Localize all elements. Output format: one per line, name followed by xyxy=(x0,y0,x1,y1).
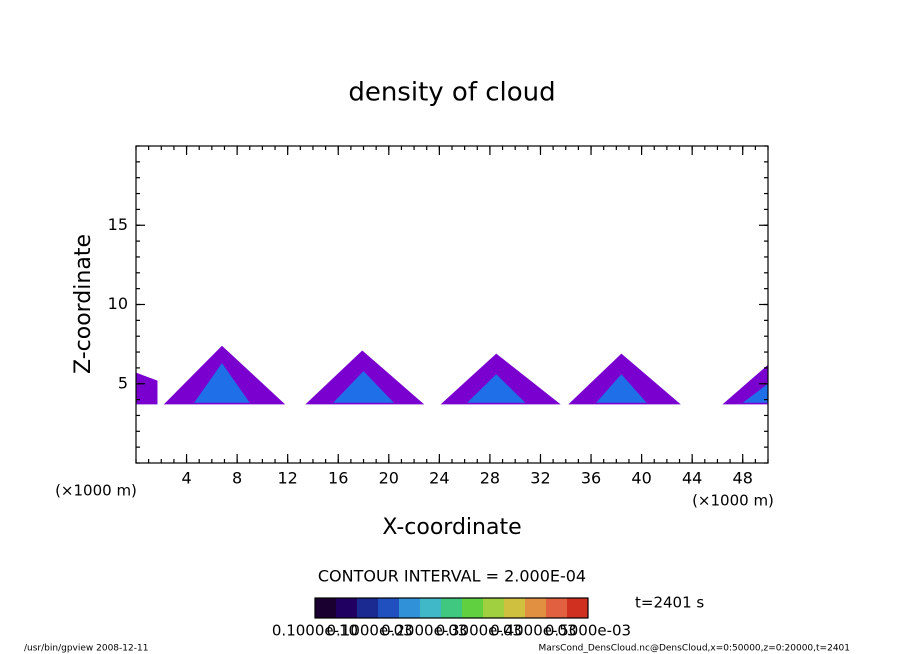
colorbar-cell xyxy=(315,598,337,618)
x-unit: (×1000 m) xyxy=(692,492,774,510)
cloud-core xyxy=(596,374,647,403)
colorbar-label: 0.2000e-03 xyxy=(381,622,467,640)
time-label: t=2401 s xyxy=(635,594,704,612)
y-tick-label: 15 xyxy=(108,215,128,234)
colorbar-cell xyxy=(420,598,442,618)
cloud-core xyxy=(333,371,394,403)
colorbar-cell xyxy=(546,598,568,618)
colorbar-cell xyxy=(336,598,358,618)
colorbar-label: 0.1000e-03 xyxy=(326,622,412,640)
footer-left: /usr/bin/gpview 2008-12-11 xyxy=(24,644,148,654)
x-tick-label: 32 xyxy=(530,469,550,488)
chart-title: density of cloud xyxy=(348,78,555,108)
colorbar-label: 0.5000e-03 xyxy=(545,622,631,640)
colorbar-cell xyxy=(357,598,379,618)
x-tick-label: 16 xyxy=(328,469,348,488)
colorbar-cell xyxy=(378,598,400,618)
colorbar-cell xyxy=(399,598,421,618)
colorbar-cell xyxy=(567,598,589,618)
colorbar-cell xyxy=(441,598,463,618)
y-tick-label: 5 xyxy=(118,373,128,392)
x-tick-label: 8 xyxy=(232,469,242,488)
colorbar-cell xyxy=(504,598,526,618)
cloud-core xyxy=(467,374,526,403)
y-unit: (×1000 m) xyxy=(55,482,137,500)
y-tick-label: 10 xyxy=(108,294,128,313)
colorbar-label: 0.4000e-03 xyxy=(490,622,576,640)
colorbar-cell xyxy=(462,598,484,618)
colorbar-frame xyxy=(314,597,589,619)
x-tick-label: 36 xyxy=(581,469,601,488)
plot-frame xyxy=(135,145,769,464)
x-tick-label: 44 xyxy=(682,469,702,488)
x-tick-label: 48 xyxy=(733,469,753,488)
cloud-region xyxy=(136,372,158,405)
footer-right: MarsCond_DensCloud.nc@DensCloud,x=0:5000… xyxy=(539,644,851,654)
y-axis-label: Z-coordinate xyxy=(71,234,96,374)
cloud-core xyxy=(194,363,250,403)
cloud-core xyxy=(742,383,768,403)
colorbar-label: 0.1000e-10 xyxy=(272,622,358,640)
colorbar-label: 0.3000e-03 xyxy=(436,622,522,640)
x-tick-label: 20 xyxy=(379,469,399,488)
contour-interval: CONTOUR INTERVAL = 2.000E-04 xyxy=(318,567,586,586)
colorbar-cell xyxy=(525,598,547,618)
x-tick-label: 12 xyxy=(278,469,298,488)
x-tick-label: 4 xyxy=(181,469,191,488)
x-tick-label: 28 xyxy=(480,469,500,488)
colorbar-cell xyxy=(483,598,505,618)
x-tick-label: 40 xyxy=(631,469,651,488)
x-axis-label: X-coordinate xyxy=(382,515,521,540)
x-tick-label: 24 xyxy=(429,469,449,488)
